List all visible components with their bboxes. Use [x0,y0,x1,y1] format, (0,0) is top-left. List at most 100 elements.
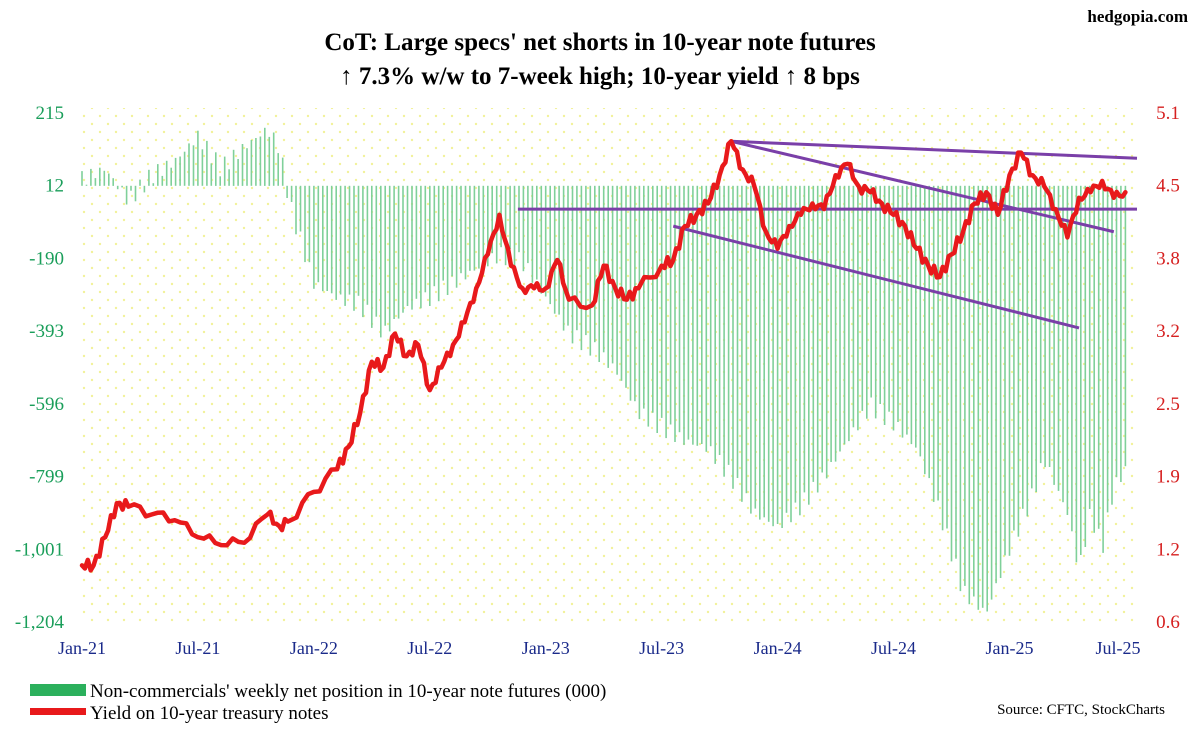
bar [1053,185,1055,485]
bar [540,185,543,294]
bar [188,143,190,186]
bar [157,164,159,186]
bar [656,185,658,433]
bar [281,157,284,186]
right-tick-label: 1.9 [1156,467,1180,488]
bar [571,185,574,344]
bar [625,185,627,388]
bar [473,185,476,271]
bar [580,185,583,351]
left-tick-label: 215 [36,103,65,124]
bar [375,185,378,317]
bar [446,185,449,295]
bar [1004,185,1006,556]
bar [415,185,418,299]
bar [215,152,217,186]
x-tick-label: Jan-21 [58,638,106,658]
bar [759,185,761,520]
bar [986,185,988,612]
bar [937,185,939,501]
bar [81,171,83,186]
bar [660,185,663,418]
bar [219,176,221,186]
bar [692,185,694,445]
bar [830,185,832,463]
bar [442,185,444,281]
left-tick-label: 12 [45,176,64,197]
left-tick-label: -190 [29,248,64,269]
bar [308,185,311,263]
bar [1062,185,1064,503]
bar [643,185,645,409]
x-tick-label: Jan-23 [522,638,570,658]
bar [924,185,926,475]
bar [785,185,788,513]
right-tick-label: 2.5 [1156,394,1180,415]
bar [714,185,716,464]
left-tick-label: -799 [29,467,64,488]
bar [741,185,743,502]
bar [901,185,904,438]
bar [772,185,774,527]
bar [861,185,864,411]
source-note: Source: CFTC, StockCharts [997,702,1165,718]
bar [268,136,271,186]
bar [808,185,810,505]
bar [839,185,841,452]
bar [879,185,881,404]
bar [843,185,846,445]
bar [531,185,534,283]
bar [558,185,560,315]
bar [611,185,614,364]
bar [406,185,409,306]
bar [941,185,944,531]
bar [995,185,997,584]
brand-label: hedgopia.com [1087,7,1188,26]
bar [946,185,948,529]
bar [1026,185,1029,517]
bar [906,185,908,435]
bar [134,185,137,202]
bar [322,185,324,292]
right-tick-label: 0.6 [1156,612,1180,633]
bar [750,185,752,514]
bar [1115,185,1118,478]
legend: Non-commercials' weekly net position in … [30,681,606,724]
bar [1071,185,1073,532]
bar [897,185,899,422]
bar [90,168,92,186]
left-axis-ticks: 215 12 -190 -393 -596 -799 -1,001 -1,204 [15,103,65,633]
bar [197,130,199,186]
bar [527,185,529,264]
bar [482,185,485,262]
bar [304,185,306,263]
x-tick-label: Jul-25 [1096,638,1141,658]
bar [1048,185,1051,468]
bar [799,185,801,516]
bar [402,185,404,313]
bar [1008,185,1011,556]
bar [357,185,360,296]
legend-label-line: Yield on 10-year treasury notes [90,703,328,724]
bar [1124,185,1127,467]
right-tick-label: 1.2 [1156,539,1180,560]
bar [143,185,146,193]
bar [852,185,855,428]
bar [522,185,525,272]
bar [915,185,917,448]
bar [246,148,248,186]
bar [736,185,739,479]
bar [513,185,516,269]
bar [816,185,819,493]
bar [330,185,333,294]
bar [866,185,868,419]
bar [1106,185,1109,513]
bar [491,185,493,254]
bar [732,185,734,489]
right-tick-label: 5.1 [1156,103,1180,124]
bar [544,185,547,297]
bar [451,185,453,277]
bar [1039,185,1042,464]
bar [94,178,97,186]
bar [674,185,676,443]
